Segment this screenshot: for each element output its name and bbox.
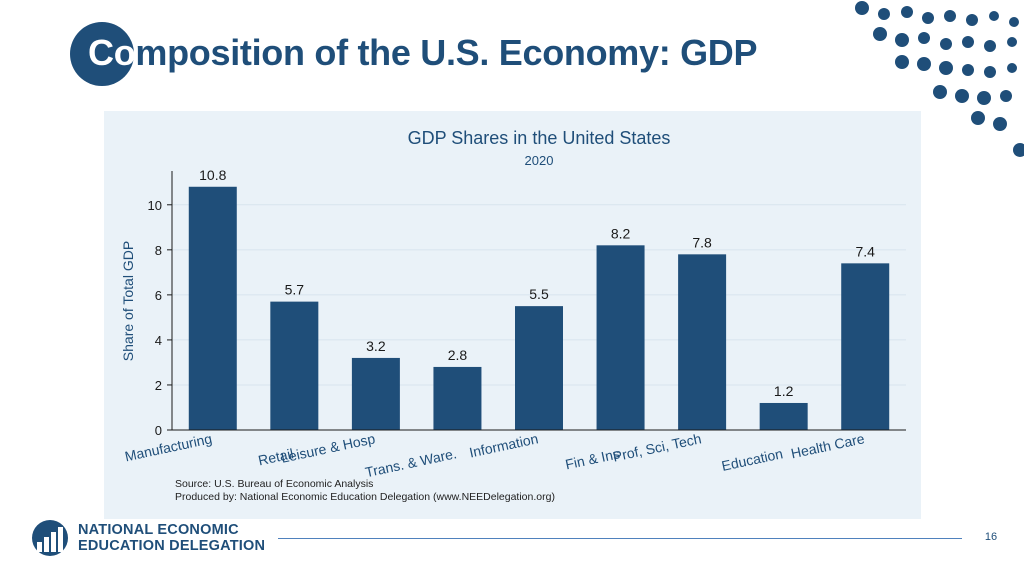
data-label: 7.4 — [855, 243, 875, 259]
x-tick-label: Information — [468, 430, 540, 460]
need-logo-icon — [32, 520, 68, 556]
bar — [678, 254, 727, 430]
slide-title-rest: mposition of the U.S. Economy: GDP — [135, 32, 758, 73]
y-tick-label: 2 — [155, 378, 162, 393]
x-tick-label: Leisure & Hosp — [280, 430, 377, 466]
bar — [433, 366, 482, 430]
x-tick-label: Trans. & Ware. — [364, 445, 458, 480]
footer-divider — [278, 538, 962, 539]
bar — [841, 263, 890, 430]
data-label: 10.8 — [199, 167, 226, 183]
y-tick-label: 6 — [155, 288, 162, 303]
y-tick-label: 0 — [155, 423, 162, 438]
chart-title: GDP Shares in the United States — [408, 128, 671, 148]
produced-by-line: Produced by: National Economic Education… — [175, 491, 555, 503]
x-tick-label: Retail — [257, 445, 295, 468]
slide-title: Composition of the U.S. Economy: GDP — [88, 28, 758, 78]
x-tick-label: Manufacturing — [123, 430, 213, 464]
y-tick-label: 10 — [148, 198, 162, 213]
chart-panel: GDP Shares in the United States 2020 Sha… — [104, 111, 921, 519]
data-label: 1.2 — [774, 383, 794, 399]
data-label: 2.8 — [448, 347, 468, 363]
gdp-bar-chart: GDP Shares in the United States 2020 Sha… — [120, 128, 906, 503]
data-label: 3.2 — [366, 338, 386, 354]
data-labels: 10.8 5.7 3.2 2.8 5.5 8.2 7.8 1.2 7.4 — [199, 167, 875, 399]
decorative-dots — [855, 1, 1024, 157]
org-name-line2: EDUCATION DELEGATION — [78, 538, 266, 554]
bar — [596, 245, 645, 430]
y-tick-label: 4 — [155, 333, 162, 348]
y-axis-ticks: 0 2 4 6 8 10 — [148, 198, 172, 438]
x-tick-label: Education — [720, 445, 784, 474]
data-label: 7.8 — [692, 234, 712, 250]
x-tick-label: Health Care — [789, 430, 866, 461]
bar — [351, 357, 400, 430]
bar — [759, 402, 808, 430]
bar — [270, 301, 319, 430]
title-accent-circle — [70, 22, 134, 86]
data-label: 5.7 — [285, 282, 305, 298]
chart-subtitle: 2020 — [525, 153, 554, 168]
organization-name: NATIONAL ECONOMIC EDUCATION DELEGATION — [78, 522, 265, 554]
page-number: 16 — [984, 531, 998, 543]
y-tick-label: 8 — [155, 243, 162, 258]
y-axis-label: Share of Total GDP — [120, 241, 136, 361]
slide-title-first: Co — [88, 32, 136, 73]
data-label: 8.2 — [611, 225, 631, 241]
source-line: Source: U.S. Bureau of Economic Analysis — [175, 478, 373, 490]
bar — [515, 306, 563, 430]
x-tick-label: Prof, Sci, Tech — [611, 430, 702, 464]
data-label: 5.5 — [529, 286, 549, 302]
bar — [188, 186, 237, 430]
bars — [188, 186, 890, 430]
org-name-line1: NATIONAL ECONOMIC — [78, 522, 239, 538]
